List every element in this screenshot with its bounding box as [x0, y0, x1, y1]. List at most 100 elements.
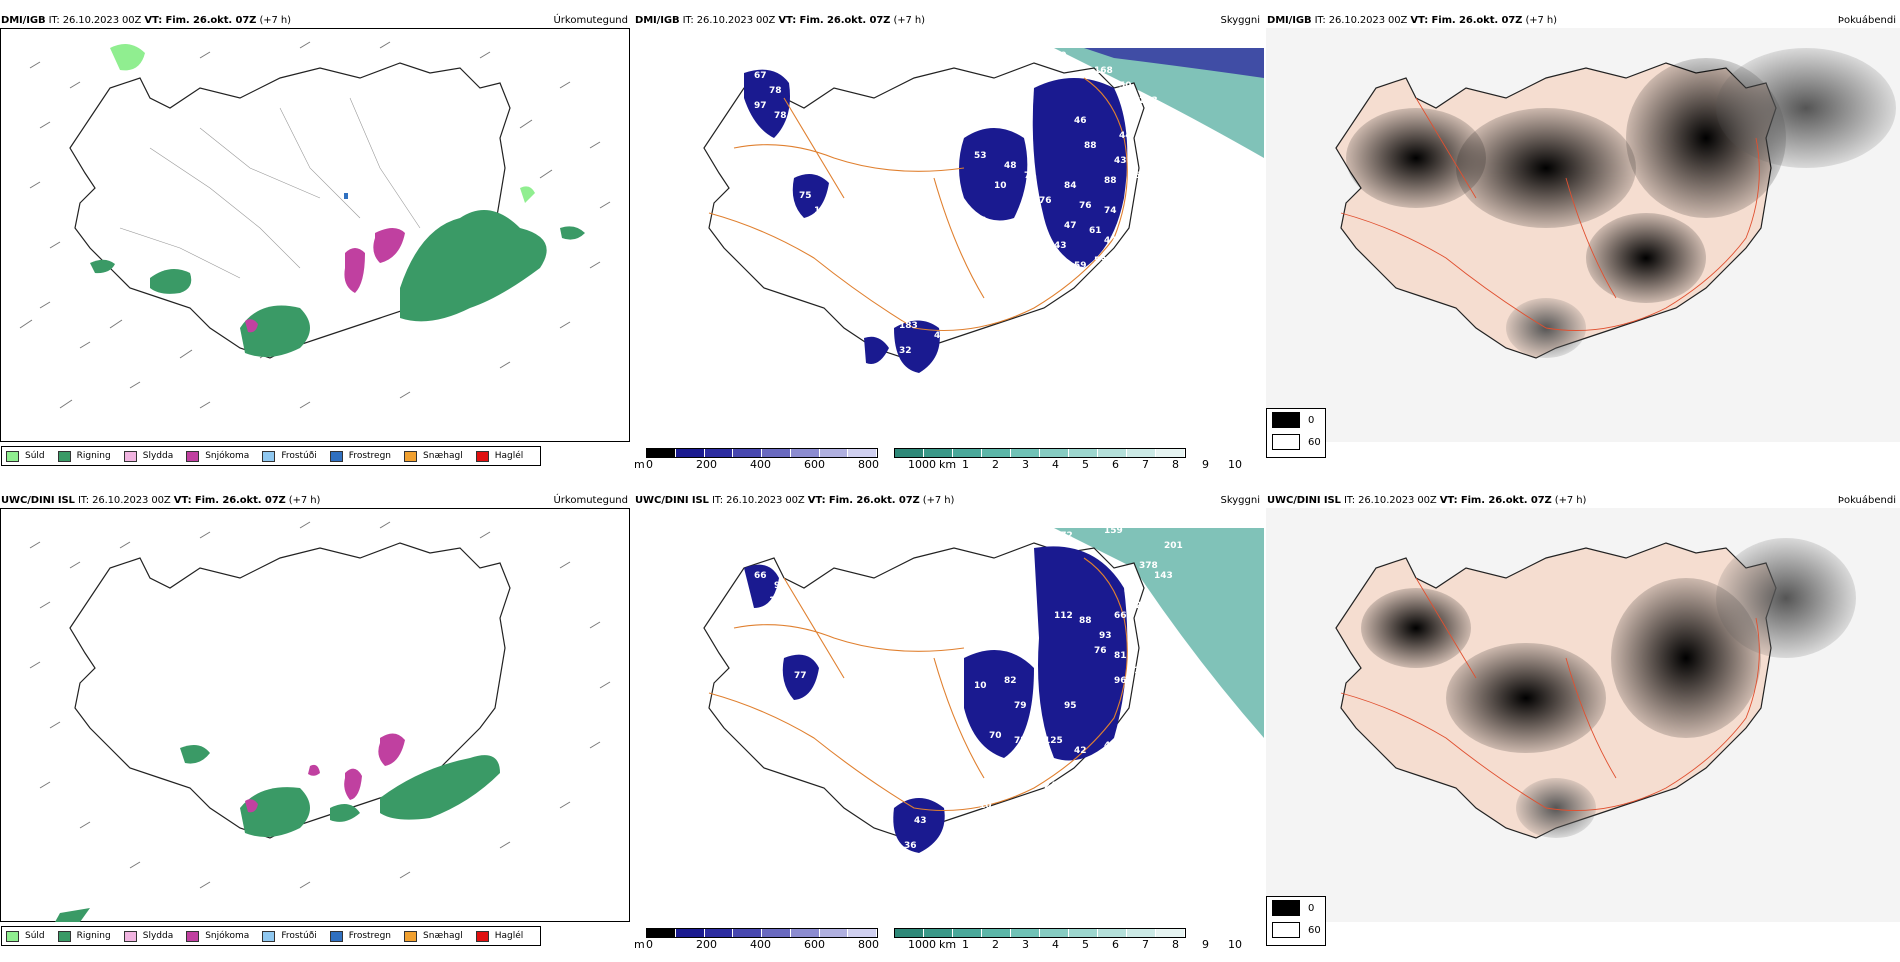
- visibility-value-label: 99: [984, 771, 997, 781]
- visibility-value-label: 159: [1104, 526, 1123, 536]
- roads: [708, 77, 1128, 332]
- panel-title: UWC/DINI ISL IT: 26.10.2023 00Z VT: Fim.…: [1, 495, 321, 506]
- visibility-scale: m 0 200 400 600 800 1000 km 1 2 3 4 5 6 …: [634, 448, 1264, 478]
- precip-map[interactable]: [0, 508, 630, 922]
- visibility-value-label: 55: [1154, 226, 1167, 236]
- visibility-value-label: 88: [1104, 176, 1117, 186]
- visibility-value-label: 10: [979, 801, 992, 811]
- visibility-value-label: 112: [1054, 611, 1073, 621]
- visibility-value-label: 143: [1154, 571, 1173, 581]
- panel-title: DMI/IGB IT: 26.10.2023 00Z VT: Fim. 26.o…: [635, 15, 925, 26]
- visibility-value-label: 151: [979, 266, 998, 276]
- visibility-scale: m 0 200 400 600 800 1000 km 1 2 3 4 5 6 …: [634, 928, 1264, 958]
- panel-title: DMI/IGB IT: 26.10.2023 00Z VT: Fim. 26.o…: [1267, 15, 1557, 26]
- legend-item: Snjókoma: [186, 450, 249, 462]
- precip-type-panel: UWC/DINI ISL IT: 26.10.2023 00Z VT: Fim.…: [0, 492, 632, 962]
- visibility-value-label: 108: [1149, 521, 1168, 531]
- visibility-value-label: 43: [1114, 246, 1127, 256]
- visibility-value-label: 78: [784, 646, 797, 656]
- fog-panel: UWC/DINI ISL IT: 26.10.2023 00Z VT: Fim.…: [1266, 492, 1900, 962]
- visibility-value-label: 53: [1029, 236, 1042, 246]
- visibility-value-label: 63: [1009, 226, 1022, 236]
- visibility-value-label: 72: [1154, 681, 1167, 691]
- visibility-value-label: 53: [1094, 256, 1107, 266]
- rain-areas: [90, 210, 585, 357]
- visibility-value-label: 50: [1119, 81, 1132, 91]
- visibility-value-label: 93: [1099, 631, 1112, 641]
- visibility-value-label: 76: [1079, 201, 1092, 211]
- precip-legend: Súld Rigning Slydda Snjókoma Frostúði Fr…: [1, 446, 542, 466]
- fog-map[interactable]: [1266, 508, 1900, 922]
- panel-title: UWC/DINI ISL IT: 26.10.2023 00Z VT: Fim.…: [1267, 495, 1587, 506]
- visibility-value-label: 48: [934, 331, 947, 341]
- visibility-value-label: 74: [1104, 206, 1117, 216]
- legend-item: Slydda: [123, 450, 173, 462]
- visibility-value-label: 97: [754, 101, 767, 111]
- legend-item: Frostúði: [262, 930, 317, 942]
- visibility-value-label: 42: [1074, 746, 1087, 756]
- visibility-value-label: 88: [1079, 616, 1092, 626]
- visibility-value-label: 59: [1074, 261, 1087, 271]
- visibility-value-label: 32: [899, 346, 912, 356]
- legend-item: Haglél: [475, 930, 523, 942]
- map-frame: [0, 508, 630, 922]
- visibility-value-label: 74: [1024, 171, 1037, 181]
- visibility-value-label: 84: [1064, 181, 1077, 191]
- visibility-panel: DMI/IGB IT: 26.10.2023 00Z VT: Fim. 26.o…: [634, 12, 1264, 482]
- visibility-value-label: 53: [974, 151, 987, 161]
- visibility-value-label: 12: [814, 206, 827, 216]
- precip-map[interactable]: [0, 28, 630, 442]
- legend-item: Frostregn: [329, 450, 391, 462]
- visibility-value-label: 82: [1004, 676, 1017, 686]
- visibility-value-label: 77: [794, 671, 807, 681]
- visibility-value-label: 64: [1074, 811, 1087, 821]
- visibility-value-label: 43: [1114, 156, 1127, 166]
- fog-legend: 0 60: [1266, 896, 1326, 946]
- visibility-value-label: 53: [1044, 281, 1057, 291]
- visibility-value-label: 48: [1134, 741, 1147, 751]
- visibility-value-label: 60: [944, 831, 957, 841]
- visibility-value-label: 10: [974, 681, 987, 691]
- visibility-value-label: 75: [799, 191, 812, 201]
- visibility-value-label: 67: [1084, 761, 1097, 771]
- precip-type-panel: DMI/IGB IT: 26.10.2023 00Z VT: Fim. 26.o…: [0, 12, 632, 482]
- fog-panel: DMI/IGB IT: 26.10.2023 00Z VT: Fim. 26.o…: [1266, 12, 1900, 482]
- visibility-value-label: 81: [1114, 651, 1127, 661]
- visibility-value-label: 168: [1094, 66, 1113, 76]
- visibility-value-label: 89: [964, 821, 977, 831]
- visibility-value-label: 99: [804, 161, 817, 171]
- visibility-value-label: 48: [1004, 161, 1017, 171]
- visibility-value-label: 201: [1164, 541, 1183, 551]
- visibility-value-label: 47: [1064, 221, 1077, 231]
- visibility-value-label: 125: [1044, 736, 1063, 746]
- visibility-value-label: 70: [1134, 216, 1147, 226]
- visibility-value-label: 54: [1054, 801, 1067, 811]
- visibility-value-label: 86: [809, 611, 822, 621]
- visibility-value-label: 90: [1054, 51, 1067, 61]
- visibility-value-label: 55: [1124, 801, 1137, 811]
- visibility-value-label: 95: [1064, 701, 1077, 711]
- visibility-value-label: 152: [834, 216, 853, 226]
- visibility-value-label: 100: [969, 251, 988, 261]
- product-label: Þokuábendi: [1837, 15, 1896, 26]
- legend-item: Snæhagl: [404, 450, 463, 462]
- visibility-value-label: 25: [909, 861, 922, 871]
- legend-item: Súld: [6, 450, 45, 462]
- visibility-value-label: 115: [794, 711, 813, 721]
- visibility-value-label: 67: [754, 71, 767, 81]
- visibility-value-label: 43: [914, 816, 927, 826]
- fog-legend: 0 60: [1266, 408, 1326, 458]
- visibility-value-label: 62: [1129, 601, 1142, 611]
- visibility-value-label: 378: [1139, 561, 1158, 571]
- visibility-value-label: 11: [1134, 666, 1147, 676]
- visibility-value-label: 96: [1114, 676, 1127, 686]
- fog-map[interactable]: [1266, 28, 1900, 442]
- visibility-value-label: 70: [989, 731, 1002, 741]
- legend-item: Frostúði: [262, 450, 317, 462]
- visibility-panel: UWC/DINI ISL IT: 26.10.2023 00Z VT: Fim.…: [634, 492, 1264, 962]
- visibility-value-label: 43: [1054, 241, 1067, 251]
